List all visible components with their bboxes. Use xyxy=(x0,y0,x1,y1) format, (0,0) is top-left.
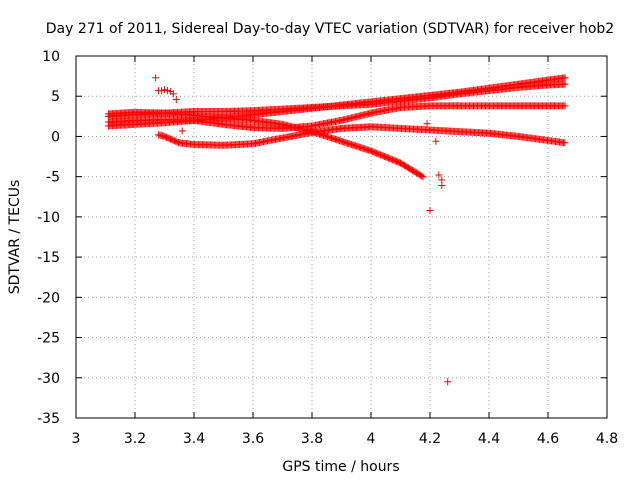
y-tick-label: -25 xyxy=(37,331,60,347)
y-tick-label: -35 xyxy=(37,411,60,427)
plot-frame xyxy=(75,55,608,419)
x-tick-label: 3.8 xyxy=(301,431,323,447)
x-axis-label: GPS time / hours xyxy=(282,459,399,475)
outlier-point xyxy=(169,90,177,98)
x-tick-label: 4.2 xyxy=(419,431,441,447)
outlier-point xyxy=(432,137,440,145)
x-tick-labels: 3 3.2 3.4 3.6 3.8 4 4.2 4.4 4.6 4.8 xyxy=(72,431,619,447)
x-tick-label: 4.8 xyxy=(596,431,618,447)
outlier-point xyxy=(161,86,168,94)
y-tick-label: -5 xyxy=(46,170,60,186)
axis-ticks xyxy=(75,55,608,419)
y-tick-label: -20 xyxy=(37,290,60,306)
x-tick-label: 4.6 xyxy=(537,431,559,447)
y-tick-labels: -35 -30 -25 -20 -15 -10 -5 0 5 10 xyxy=(37,49,60,427)
y-tick-label: -30 xyxy=(37,371,60,387)
data-point xyxy=(418,172,426,180)
data-point xyxy=(561,139,569,147)
x-tick-label: 4.4 xyxy=(478,431,500,447)
outlier-point xyxy=(152,74,160,82)
outlier-point xyxy=(444,378,452,386)
y-tick-label: 5 xyxy=(51,89,60,105)
outlier-point xyxy=(438,182,446,190)
x-tick-label: 3.4 xyxy=(183,431,205,447)
data-point xyxy=(561,102,569,110)
outlier-point xyxy=(426,206,434,214)
outlier-point xyxy=(178,127,186,135)
y-tick-label: 10 xyxy=(42,49,60,65)
outlier-point xyxy=(423,120,431,128)
outlier-point xyxy=(172,95,180,103)
data-point xyxy=(561,74,569,82)
y-tick-label: -10 xyxy=(37,210,60,226)
y-tick-label: 0 xyxy=(51,129,60,145)
outlier-point xyxy=(435,171,443,179)
x-tick-label: 3 xyxy=(72,431,81,447)
y-axis-label: SDTVAR / TECUs xyxy=(7,180,23,295)
x-tick-label: 3.2 xyxy=(124,431,146,447)
x-tick-label: 3.6 xyxy=(242,431,264,447)
data-point xyxy=(561,80,569,88)
chart-title: Day 271 of 2011, Sidereal Day-to-day VTE… xyxy=(46,21,614,37)
data-points xyxy=(104,74,569,386)
data-point xyxy=(419,173,427,181)
y-tick-label: -15 xyxy=(37,250,60,266)
x-tick-label: 4 xyxy=(367,431,376,447)
outlier-point xyxy=(158,87,166,95)
grid xyxy=(76,56,607,418)
outlier-point xyxy=(163,87,171,95)
